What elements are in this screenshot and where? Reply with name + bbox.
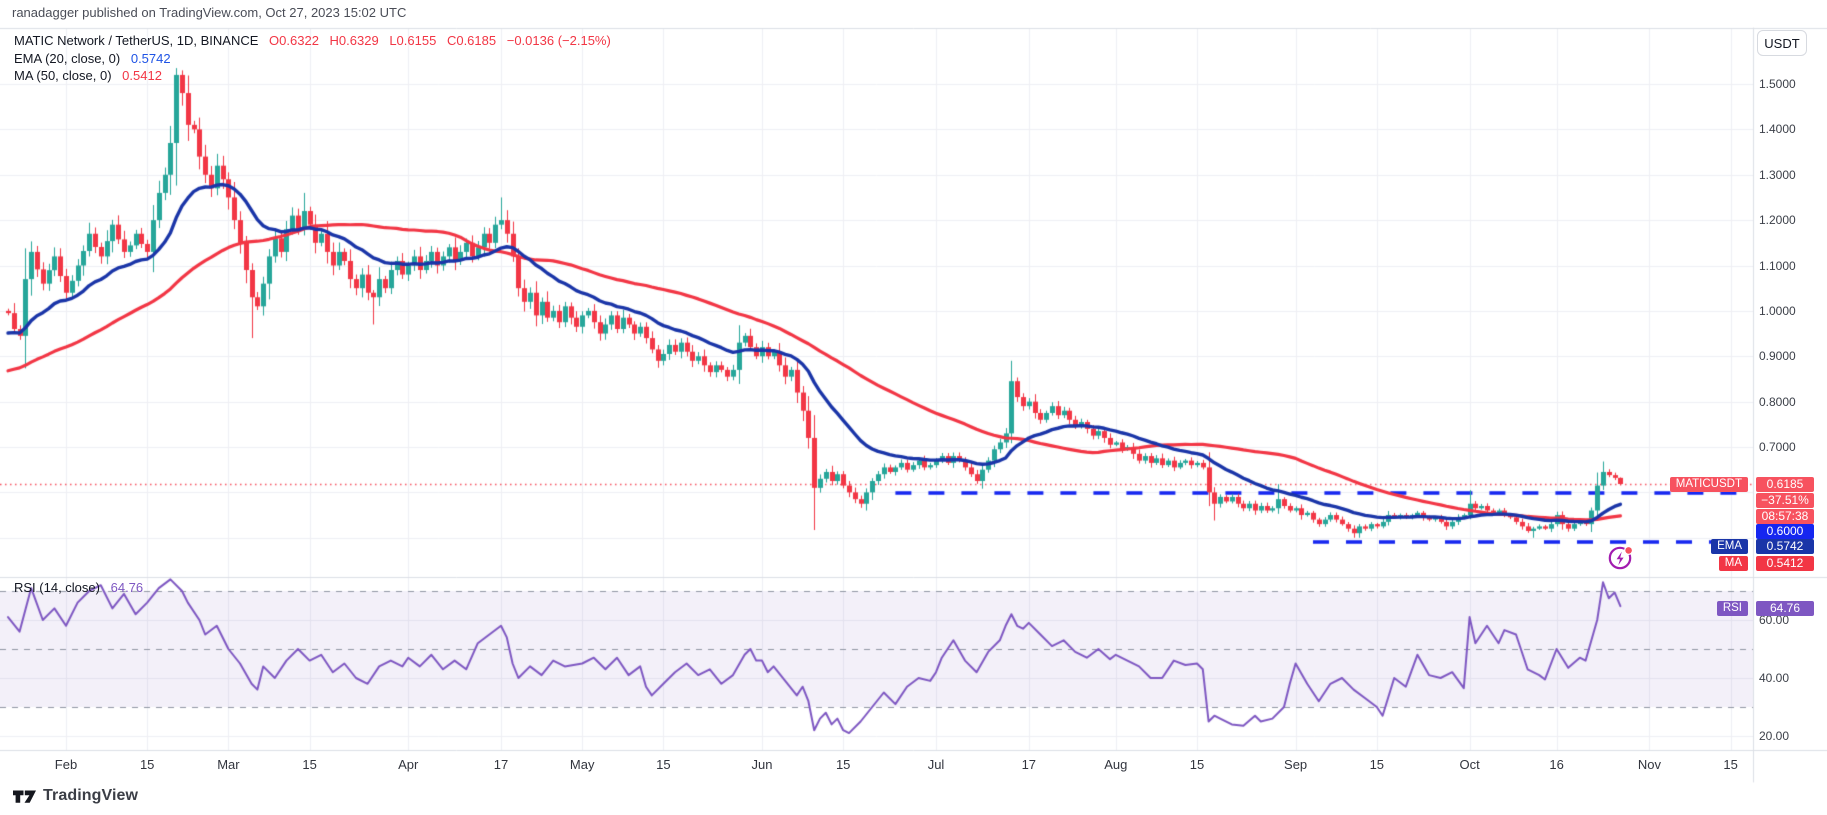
- level-price-label: 0.6000: [1756, 524, 1814, 539]
- currency-unit-button[interactable]: USDT: [1757, 30, 1807, 56]
- time-tick-label: 15: [835, 757, 851, 772]
- footer-brand[interactable]: TradingView: [13, 787, 138, 805]
- ma-legend-label: MA (50, close, 0): [14, 68, 112, 83]
- rsi-legend-label: RSI (14, close): [14, 580, 100, 595]
- time-tick-label: 17: [493, 757, 509, 772]
- price-tick-label: 1.3000: [1759, 167, 1796, 182]
- symbol-name-label: MATICUSDT: [1669, 477, 1748, 492]
- time-tick-label: 15: [302, 757, 317, 772]
- time-tick-label: Sep: [1284, 757, 1308, 772]
- time-tick-label: 15: [656, 757, 671, 772]
- price-tick-label: 1.4000: [1759, 122, 1796, 137]
- time-tick-label: 15: [1369, 757, 1385, 772]
- rsi-tick-label: 20.00: [1759, 729, 1790, 743]
- price-tick-label: 0.8000: [1759, 394, 1796, 409]
- ohlc-high: H0.6329: [329, 33, 379, 48]
- ohlc-change: −0.0136 (−2.15%): [506, 33, 611, 48]
- time-tick-label: Aug: [1104, 757, 1128, 772]
- time-tick-label: 17: [1021, 757, 1037, 772]
- ma-price-label: 0.5412: [1756, 556, 1814, 571]
- ema-name-label: EMA: [1711, 539, 1748, 554]
- ema-legend-value: 0.5742: [130, 50, 171, 66]
- price-tick-label: 1.0000: [1759, 303, 1796, 318]
- time-tick-label: May: [569, 757, 595, 772]
- price-tick-label: 1.2000: [1759, 213, 1796, 228]
- ohlc-open: O0.6322: [269, 33, 319, 48]
- rsi-legend-row[interactable]: RSI (14, close) 64.76: [14, 580, 143, 595]
- time-tick-label: Feb: [54, 757, 78, 772]
- time-tick-label: 16: [1549, 757, 1564, 772]
- time-tick-label: 15: [139, 757, 155, 772]
- ma-legend-row[interactable]: MA (50, close, 0) 0.5412: [14, 67, 611, 85]
- ma-name-label: MA: [1718, 556, 1748, 571]
- time-tick-label: Jul: [927, 757, 945, 772]
- time-tick-label: Jun: [751, 757, 773, 772]
- ohlc-close: C0.6185: [446, 33, 497, 48]
- price-tick-label: 0.7000: [1759, 440, 1796, 454]
- rsi-tick-label: 60.00: [1759, 613, 1790, 627]
- rsi-tick-label: 40.00: [1759, 671, 1790, 685]
- price-tick-label: 0.9000: [1759, 349, 1796, 364]
- symbol-countdown-label: 08:57:38: [1756, 509, 1814, 524]
- time-tick-label: 15: [1723, 757, 1738, 772]
- rsi-value-label: 64.76: [1756, 601, 1814, 616]
- time-tick-label: Apr: [398, 757, 419, 772]
- publish-watermark: ranadagger published on TradingView.com,…: [12, 5, 407, 20]
- price-tick-label: 1.5000: [1759, 77, 1796, 91]
- symbol-title: MATIC Network / TetherUS, 1D, BINANCE: [14, 33, 259, 48]
- rsi-name-label: RSI: [1716, 601, 1748, 616]
- flash-idea-icon[interactable]: [1607, 544, 1635, 572]
- time-tick-label: Oct: [1459, 757, 1480, 772]
- time-tick-label: Nov: [1637, 757, 1661, 772]
- symbol-legend-row[interactable]: MATIC Network / TetherUS, 1D, BINANCE O0…: [14, 32, 611, 50]
- ma-legend-value: 0.5412: [122, 68, 162, 83]
- time-tick-label: 15: [1189, 757, 1205, 772]
- ohlc-low: L0.6155: [389, 33, 437, 48]
- symbol-price-label: 0.6185: [1756, 477, 1814, 492]
- tradingview-logo-icon: [13, 790, 36, 803]
- price-tick-label: 1.1000: [1759, 258, 1796, 273]
- rsi-legend-value: 64.76: [110, 580, 144, 595]
- ema-legend-row[interactable]: EMA (20, close, 0) 0.5742: [14, 50, 611, 68]
- time-tick-label: Mar: [217, 757, 240, 772]
- ema-legend-label: EMA (20, close, 0): [14, 50, 121, 66]
- ema-price-label: 0.5742: [1756, 539, 1814, 554]
- main-legend[interactable]: MATIC Network / TetherUS, 1D, BINANCE O0…: [14, 32, 611, 85]
- symbol-change-label: −37.51%: [1756, 493, 1814, 508]
- brand-text: TradingView: [43, 787, 139, 804]
